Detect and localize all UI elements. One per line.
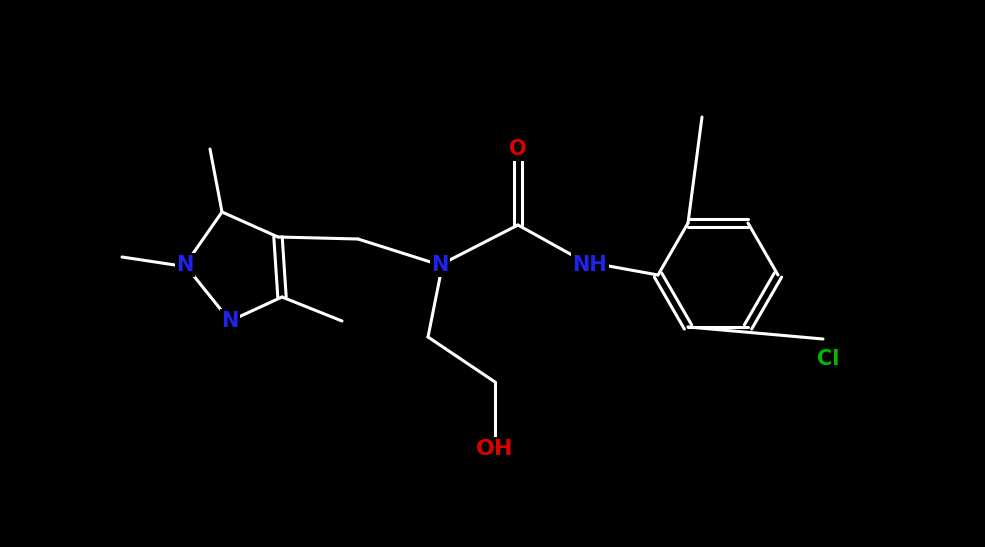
Text: O: O [509, 139, 527, 159]
Text: N: N [176, 255, 194, 275]
Text: N: N [222, 311, 238, 331]
Text: NH: NH [572, 255, 608, 275]
Text: OH: OH [477, 439, 514, 459]
Text: Cl: Cl [817, 349, 839, 369]
Text: N: N [431, 255, 449, 275]
